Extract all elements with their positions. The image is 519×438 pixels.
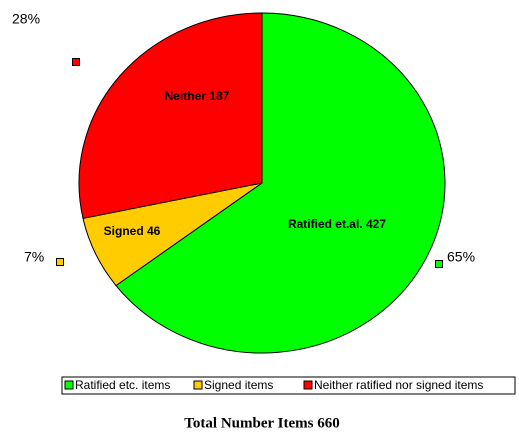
percent-label: 65% [447,249,475,265]
percent-marker [435,260,443,268]
legend-label: Neither ratified nor signed items [314,378,483,392]
percent-label: 28% [12,11,40,27]
legend-swatch [303,380,313,390]
legend-swatch [193,380,203,390]
percent-marker [72,58,80,66]
legend-box [61,376,516,395]
slice-label: Signed 46 [104,224,161,238]
percent-marker [56,258,64,266]
slice-label: Ratified et.al. 427 [288,217,386,231]
pie-slice [115,12,446,354]
chart-title: Total Number Items 660 [184,415,339,431]
legend-label: Signed items [204,378,273,392]
slice-label: Neither 187 [165,89,230,103]
legend-label: Ratified etc. items [75,378,170,392]
pie-slice [78,12,263,219]
legend-swatch [64,380,74,390]
percent-label: 7% [24,249,44,265]
